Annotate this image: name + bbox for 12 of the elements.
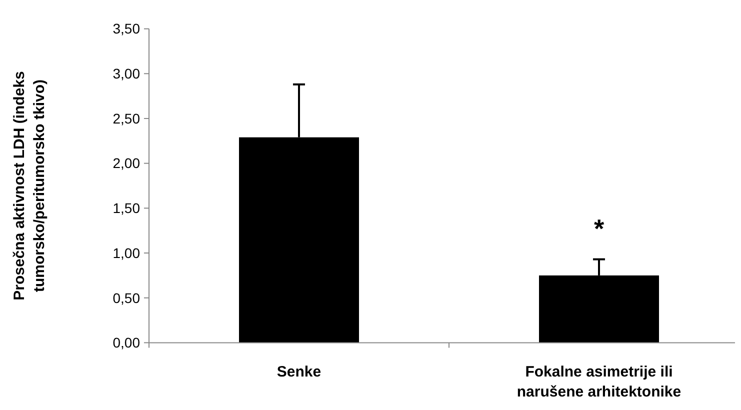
y-tick-label: 1,50: [112, 200, 140, 216]
y-tick-label: 2,00: [112, 155, 140, 172]
y-tick-label: 0,00: [112, 334, 140, 351]
x-tick-label: Fokalne asimetrije ili narušene arhitektonike: [516, 364, 682, 401]
y-tick-label: 3,50: [112, 20, 140, 37]
y-tick-label: 0,50: [112, 290, 140, 306]
y-axis-title: Prosečna aktivnost LDH (indeks tumorsko/peritumorsko tkivo): [11, 71, 48, 300]
x-tick-label: Senke: [276, 364, 322, 381]
y-tick-label: 2,50: [112, 110, 140, 126]
y-tick-label: 1,00: [112, 244, 140, 261]
y-tick-label: 3,00: [112, 66, 140, 82]
annotation: *: [594, 213, 605, 244]
